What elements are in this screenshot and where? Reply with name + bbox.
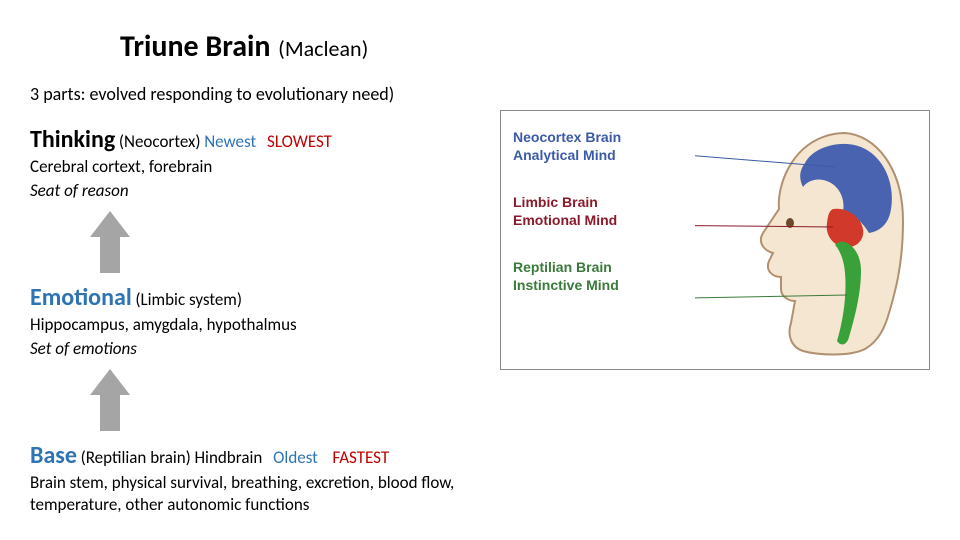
- section-base: Base (Reptilian brain) Hindbrain Oldest …: [30, 441, 510, 516]
- label-reptilian-l1: Reptilian Brain: [513, 259, 621, 277]
- arrow-up-icon: [90, 369, 130, 431]
- arrow-up-2: [90, 369, 510, 431]
- label-limbic: Limbic Brain Emotional Mind: [513, 194, 621, 229]
- thinking-tag-newest: Newest: [204, 131, 256, 152]
- emotional-italic: Set of emotions: [30, 338, 510, 359]
- head-illustration: [695, 125, 915, 357]
- base-desc: Brain stem, physical survival, breathing…: [30, 472, 510, 516]
- thinking-desc: Cerebral cortext, forebrain: [30, 156, 510, 178]
- base-paren: (Reptilian brain): [81, 447, 191, 468]
- emotional-desc: Hippocampus, amygdala, hypothalmus: [30, 314, 510, 336]
- base-tag-oldest: Oldest: [273, 447, 318, 468]
- label-limbic-l2: Emotional Mind: [513, 212, 621, 230]
- base-head: Base: [30, 441, 77, 470]
- thinking-paren: (Neocortex): [119, 131, 201, 152]
- label-neocortex: Neocortex Brain Analytical Mind: [513, 129, 621, 164]
- section-thinking: Thinking (Neocortex) Newest SLOWEST Cere…: [30, 125, 510, 201]
- label-limbic-l1: Limbic Brain: [513, 194, 621, 212]
- label-reptilian-l2: Instinctive Mind: [513, 277, 621, 295]
- emotional-head: Emotional: [30, 283, 132, 312]
- arrow-up-1: [90, 211, 510, 273]
- thinking-head: Thinking: [30, 125, 115, 154]
- base-tag-fastest: FASTEST: [332, 447, 389, 468]
- slide: Triune Brain (Maclean) 3 parts: evolved …: [0, 0, 960, 540]
- label-neocortex-l2: Analytical Mind: [513, 147, 621, 165]
- left-column: 3 parts: evolved responding to evolution…: [30, 83, 510, 516]
- thinking-italic: Seat of reason: [30, 180, 510, 201]
- subtitle: 3 parts: evolved responding to evolution…: [30, 83, 510, 105]
- brain-diagram: Neocortex Brain Analytical Mind Limbic B…: [500, 110, 930, 370]
- section-emotional: Emotional (Limbic system) Hippocampus, a…: [30, 283, 510, 359]
- emotional-paren: (Limbic system): [135, 289, 242, 310]
- base-extra: Hindbrain: [194, 447, 262, 468]
- title-main: Triune Brain: [120, 28, 271, 65]
- slide-title: Triune Brain (Maclean): [120, 28, 930, 65]
- label-reptilian: Reptilian Brain Instinctive Mind: [513, 259, 621, 294]
- arrow-up-icon: [90, 211, 130, 273]
- thinking-tag-slowest: SLOWEST: [267, 131, 332, 152]
- title-suffix: (Maclean): [278, 35, 368, 62]
- diagram-labels: Neocortex Brain Analytical Mind Limbic B…: [513, 129, 621, 324]
- label-neocortex-l1: Neocortex Brain: [513, 129, 621, 147]
